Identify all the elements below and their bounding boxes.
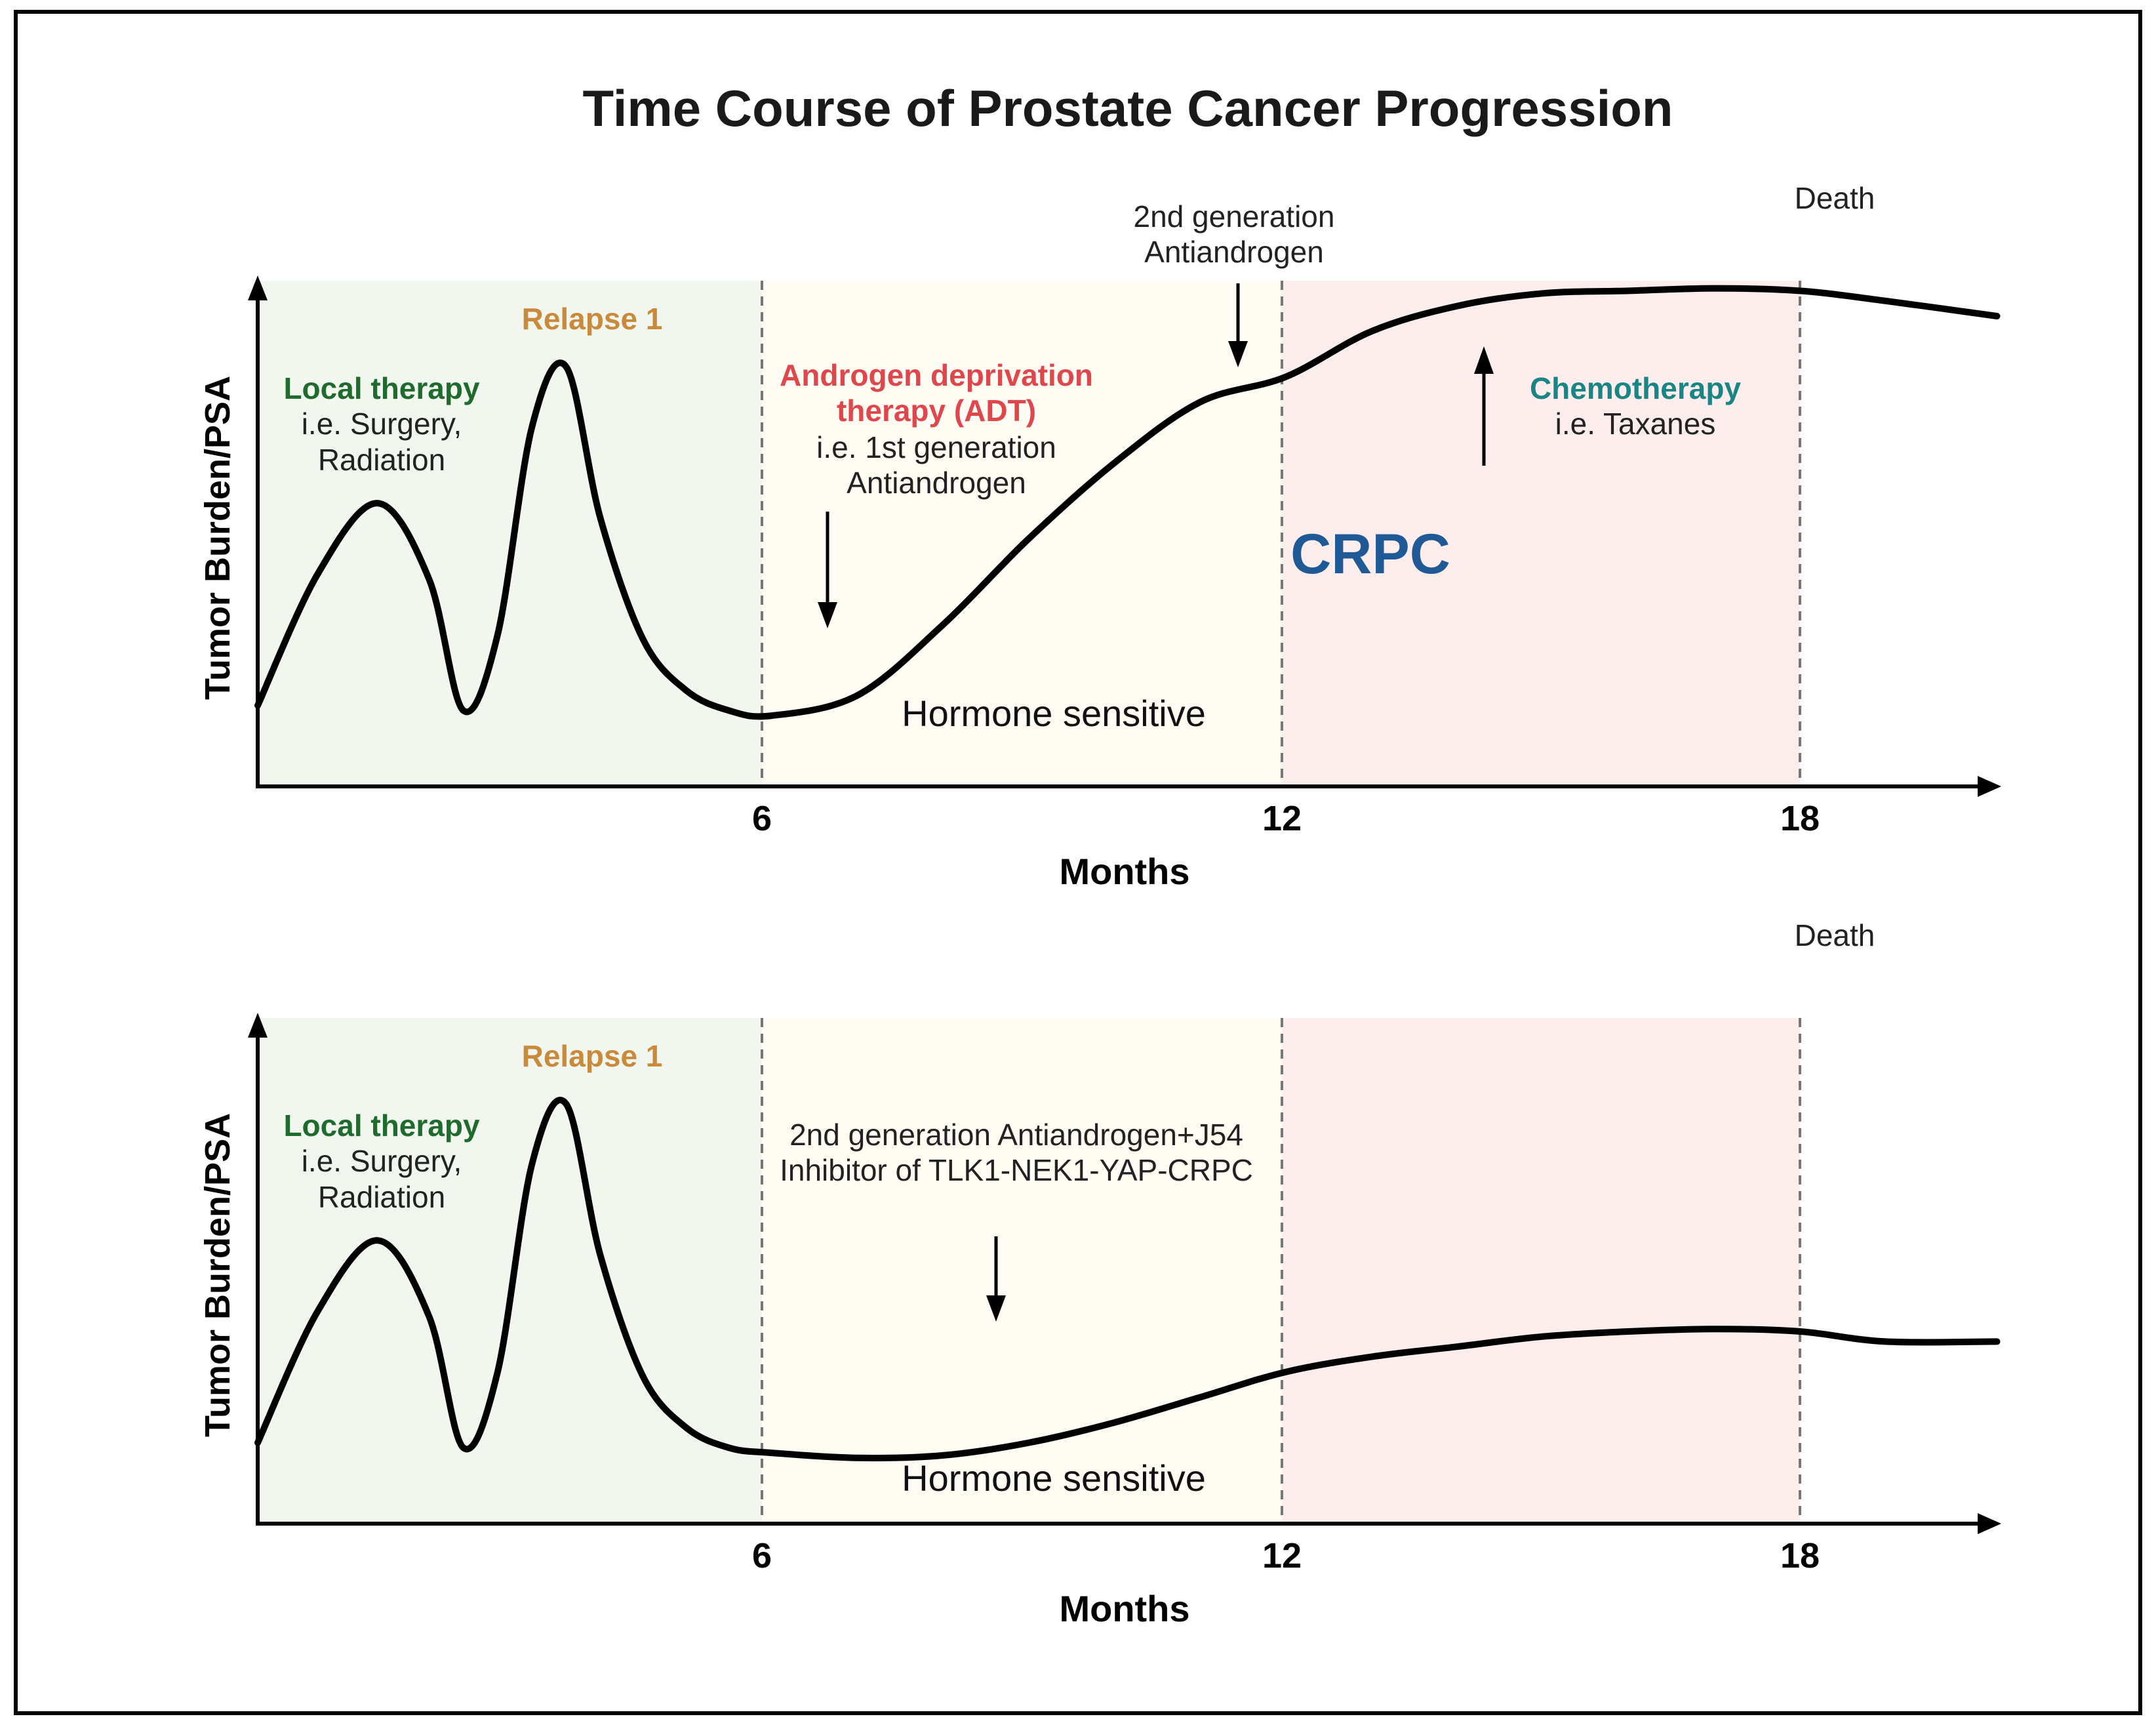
local-therapy-title: Local therapy [283, 371, 480, 405]
local-therapy-sub2: Radiation [318, 443, 445, 477]
local-therapy-sub1: i.e. Surgery, [302, 407, 462, 441]
j54-arrow-head [986, 1295, 1006, 1322]
zone-crpc [1282, 281, 1800, 786]
x-axis-label: Months [1059, 851, 1189, 892]
curve-bottom [254, 1097, 2001, 1461]
second-gen-line2: Antiandrogen [1144, 235, 1324, 269]
chemo-arrow-head [1474, 346, 1494, 374]
hormone-sensitive-label: Hormone sensitive [902, 693, 1206, 734]
x-tick-18: 18 [1780, 1536, 1820, 1575]
j54-line1: 2nd generation Antiandrogen+J54 [789, 1118, 1243, 1152]
second-gen-arrow-head [1228, 341, 1248, 367]
adt-sub2: Antiandrogen [847, 466, 1026, 500]
chemo-title: Chemotherapy [1530, 371, 1741, 405]
local-therapy-sub2: Radiation [318, 1180, 445, 1214]
chemo-sub: i.e. Taxanes [1555, 407, 1716, 441]
adt-sub1: i.e. 1st generation [816, 430, 1056, 464]
x-tick-6: 6 [752, 799, 772, 838]
local-therapy-title: Local therapy [283, 1108, 480, 1143]
zone-local [258, 1018, 762, 1524]
second-gen-line1: 2nd generation [1134, 199, 1335, 233]
x-tick-6: 6 [752, 1536, 772, 1575]
x-axis-arrowhead [1978, 1513, 2001, 1534]
death-label: Death [1795, 918, 1875, 952]
panel-bottom: 6 12 18 Months Tumor Burden/PSA Local th… [198, 918, 2001, 1629]
y-axis-label: Tumor Burden/PSA [198, 1113, 237, 1437]
x-tick-18: 18 [1780, 799, 1820, 838]
zone-local [258, 281, 762, 786]
relapse-label: Relapse 1 [522, 302, 663, 336]
zone-crpc [1282, 1018, 1800, 1524]
hormone-sensitive-label: Hormone sensitive [902, 1457, 1206, 1499]
figure-title: Time Course of Prostate Cancer Progressi… [582, 79, 1673, 137]
y-axis-arrowhead [248, 275, 268, 300]
adt-arrow-head [818, 602, 837, 628]
local-therapy-sub1: i.e. Surgery, [302, 1144, 462, 1178]
y-axis-arrowhead [248, 1013, 268, 1038]
zone-hormone [762, 1018, 1282, 1524]
j54-line2: Inhibitor of TLK1-NEK1-YAP-CRPC [780, 1153, 1253, 1187]
x-axis-arrowhead [1978, 776, 2001, 797]
death-label: Death [1795, 181, 1875, 215]
relapse-label: Relapse 1 [522, 1039, 663, 1073]
panel-top: 6 12 18 Months Tumor Burden/PSA Local th… [198, 181, 2001, 892]
adt-title-line1: Androgen deprivation [780, 358, 1093, 392]
x-tick-12: 12 [1262, 1536, 1302, 1575]
crpc-label: CRPC [1290, 523, 1450, 586]
adt-title-line2: therapy (ADT) [837, 394, 1036, 428]
y-axis-label: Tumor Burden/PSA [198, 376, 237, 700]
x-axis-label: Months [1059, 1588, 1189, 1629]
curve-top [254, 285, 2001, 720]
x-tick-12: 12 [1262, 799, 1302, 838]
